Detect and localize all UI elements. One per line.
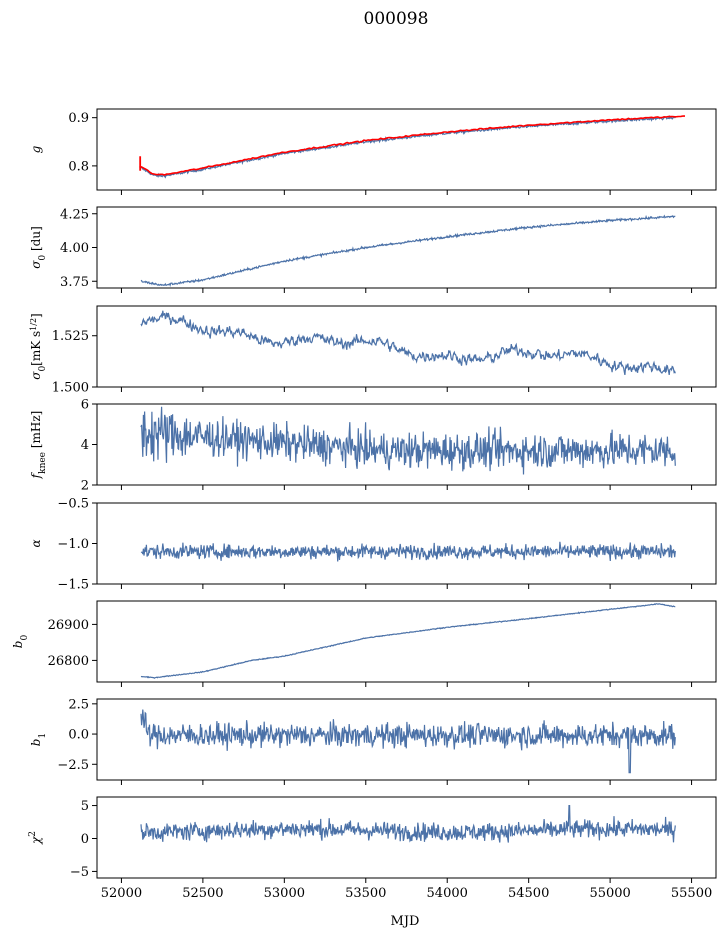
y-tick-label: −1.5 bbox=[57, 578, 89, 593]
y-tick-label: 0.0 bbox=[68, 728, 89, 743]
y-tick-label: 5 bbox=[81, 799, 89, 814]
figure-title: 000098 bbox=[364, 9, 429, 29]
y-tick-label: 4 bbox=[81, 438, 89, 453]
y-tick-label: 3.75 bbox=[60, 275, 89, 290]
x-tick-label: 54000 bbox=[427, 886, 468, 901]
y-axis-label: fknee [mHz] bbox=[29, 411, 48, 480]
y-tick-label: 0 bbox=[81, 832, 89, 847]
y-tick-label: 0.9 bbox=[68, 111, 89, 126]
series-line bbox=[140, 406, 676, 475]
panel-chi2: 52000 52500 53000 53500 54000 54500 55000 55500… bbox=[28, 796, 717, 901]
y-tick-label: −5 bbox=[70, 865, 89, 880]
x-axis-label: MJD bbox=[391, 914, 420, 929]
panel-sigma_du: 3.75 4.00 4.25 σ0 [du] bbox=[29, 206, 717, 293]
x-tick-label: 54500 bbox=[508, 886, 549, 901]
y-tick-label: 0.8 bbox=[68, 159, 89, 174]
x-tick-label: 55500 bbox=[671, 886, 712, 901]
y-axis-label: b0 bbox=[11, 635, 30, 649]
y-tick-label: 1.525 bbox=[52, 329, 89, 344]
y-tick-label: 2.5 bbox=[68, 697, 89, 712]
series-line bbox=[140, 804, 676, 843]
y-tick-label: −0.5 bbox=[57, 497, 89, 512]
series-line bbox=[140, 603, 676, 679]
x-tick-label: 53000 bbox=[264, 886, 305, 901]
x-tick-label: 55000 bbox=[589, 886, 630, 901]
panel-gain: 0.8 0.9 g bbox=[29, 108, 717, 195]
axes-frame bbox=[96, 600, 717, 683]
panel-b1: −2.5 0.0 2.5 b1 bbox=[29, 697, 717, 785]
series-line bbox=[140, 709, 676, 774]
y-axis-label: g bbox=[29, 145, 43, 153]
panels: 0.8 0.9 g 3.75 4.00 4.25 σ0 [du] 1.500 1.525σ0[m… bbox=[11, 108, 717, 901]
y-tick-label: 4.00 bbox=[60, 241, 89, 256]
y-tick-label: 2 bbox=[81, 479, 89, 494]
axes-frame bbox=[96, 502, 717, 585]
axes-frame bbox=[96, 305, 717, 388]
series-line bbox=[140, 114, 676, 179]
y-tick-label: −2.5 bbox=[57, 758, 89, 773]
y-axis-label: χ2 bbox=[28, 831, 43, 845]
y-tick-label: 6 bbox=[81, 398, 89, 413]
y-axis-label: σ0 [du] bbox=[29, 226, 48, 269]
panel-b0: 26800 26900 b0 bbox=[11, 600, 717, 687]
series-line bbox=[140, 214, 676, 288]
y-tick-label: −1.0 bbox=[57, 537, 89, 552]
panel-alpha: −1.5 −1.0 −0.5 α bbox=[29, 497, 717, 593]
y-tick-label: 4.25 bbox=[60, 207, 89, 222]
y-tick-label: 1.500 bbox=[52, 381, 89, 396]
reference-line bbox=[139, 115, 686, 176]
y-tick-label: 26900 bbox=[48, 618, 89, 633]
axes-frame bbox=[96, 796, 717, 879]
x-tick-label: 52000 bbox=[101, 886, 142, 901]
x-tick-label: 52500 bbox=[182, 886, 223, 901]
axes-frame bbox=[96, 108, 717, 191]
y-axis-label: b1 bbox=[29, 733, 48, 746]
x-tick-label: 53500 bbox=[345, 886, 386, 901]
y-tick-label: 26800 bbox=[48, 654, 89, 669]
y-axis-label: σ0[mK s1/2] bbox=[29, 313, 49, 380]
axes-frame bbox=[96, 698, 717, 781]
y-axis-label: α bbox=[29, 539, 43, 547]
series-line bbox=[140, 310, 676, 376]
panel-fknee: 2 4 6 fknee [mHz] bbox=[29, 398, 717, 494]
series-line bbox=[140, 541, 676, 562]
